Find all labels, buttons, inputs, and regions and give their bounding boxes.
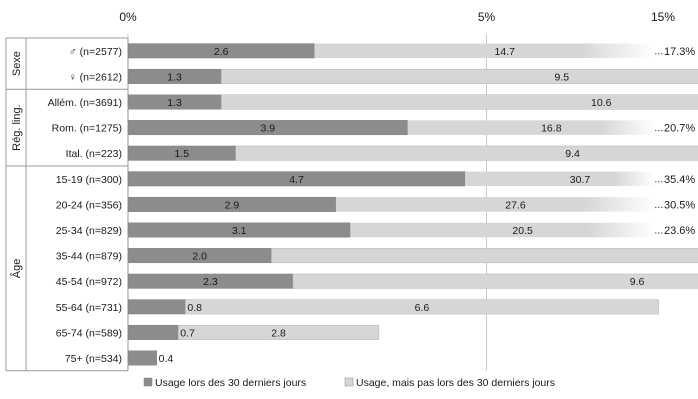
group-labels: Sexe Rég. ling. Âge xyxy=(10,51,23,278)
value-label-not-30-days: 30.7 xyxy=(570,174,591,186)
value-label-not-30-days: 14.7 xyxy=(494,46,515,58)
group-label: Âge xyxy=(10,259,23,279)
bar-segment-not-30-days xyxy=(335,197,655,212)
category-label: 15-19 (n=300) xyxy=(56,174,122,186)
category-labels: ♂ (n=2577) ♀ (n=2612) Allém. (n=3691) Rom. … xyxy=(48,46,122,365)
value-label-30-days: 0.4 xyxy=(159,353,174,365)
category-label: ♂ (n=2577) xyxy=(69,46,122,58)
bar-segment-not-30-days xyxy=(407,120,655,135)
bar-segment-30-days xyxy=(127,324,179,340)
value-label-30-days: 4.7 xyxy=(289,174,304,186)
bar-segment-not-30-days xyxy=(221,68,698,84)
value-labels: 14.7 2.6 17.3% 9.5 1.3 10.6 1.3 16.8 3.9 20.7% 9.4… xyxy=(159,46,696,365)
total-label: 20.7% xyxy=(664,123,695,135)
value-label-30-days: 1.5 xyxy=(174,148,189,160)
value-label-30-days: 3.1 xyxy=(232,225,247,237)
group-label: Sexe xyxy=(11,51,23,76)
value-label-not-30-days: 27.6 xyxy=(505,199,526,211)
bars xyxy=(127,43,698,366)
category-label: Ital. (n=223) xyxy=(66,148,122,160)
value-label-30-days: 2.0 xyxy=(192,251,207,263)
value-label-not-30-days: 9.6 xyxy=(630,276,645,288)
category-label: 45-54 (n=972) xyxy=(56,276,122,288)
bar-segment-not-30-days xyxy=(271,248,698,264)
group-label: Rég. ling. xyxy=(11,104,23,150)
bar-segment-not-30-days xyxy=(464,171,655,187)
value-label-not-30-days: 2.8 xyxy=(271,327,286,339)
x-axis-tick-labels: 0%5%10%15% xyxy=(119,10,675,24)
bar-segment-not-30-days xyxy=(235,145,698,161)
legend-label: Usage lors des 30 derniers jours xyxy=(155,377,306,389)
bar-segment-not-30-days xyxy=(177,324,380,340)
value-label-not-30-days: 16.8 xyxy=(541,123,562,135)
category-label: Allém. (n=3691) xyxy=(48,97,122,109)
total-label: 17.3% xyxy=(664,46,695,58)
category-label: 55-64 (n=731) xyxy=(56,302,122,314)
x-tick-label: 5% xyxy=(478,10,496,24)
value-label-30-days: 3.9 xyxy=(261,123,276,135)
value-label-30-days: 2.3 xyxy=(203,276,218,288)
category-label: 20-24 (n=356) xyxy=(56,199,122,211)
bar-segment-not-30-days xyxy=(350,222,655,238)
value-label-not-30-days: 9.4 xyxy=(565,148,580,160)
bar-segment-30-days xyxy=(127,43,315,59)
category-label: ♀ (n=2612) xyxy=(69,71,122,83)
legend-label: Usage, mais pas lors des 30 derniers jou… xyxy=(356,377,555,389)
category-label: Rom. (n=1275) xyxy=(52,123,122,135)
total-label: 23.6% xyxy=(664,225,695,237)
category-label: 25-34 (n=829) xyxy=(56,225,122,237)
bar-segment-not-30-days xyxy=(185,299,659,315)
total-label: 35.4% xyxy=(664,174,695,186)
x-tick-label: 0% xyxy=(119,10,137,24)
x-tick-label: 15% xyxy=(651,10,675,24)
value-label-not-30-days: 20.5 xyxy=(512,225,533,237)
value-label-30-days: 1.3 xyxy=(167,71,182,83)
legend: Usage lors des 30 derniers jours Usage, m… xyxy=(143,377,555,389)
category-label: 65-74 (n=589) xyxy=(56,327,122,339)
total-label: 30.5% xyxy=(664,199,695,211)
bar-segment-30-days xyxy=(127,299,186,315)
bar-segment-30-days xyxy=(127,350,157,366)
value-label-30-days: 2.9 xyxy=(225,199,240,211)
value-label-not-30-days: 6.6 xyxy=(415,302,430,314)
bar-segment-not-30-days xyxy=(314,43,655,59)
value-label-not-30-days: 9.5 xyxy=(554,71,569,83)
bar-segment-not-30-days xyxy=(292,273,698,289)
category-label: 35-44 (n=879) xyxy=(56,251,122,263)
legend-swatch xyxy=(344,377,354,387)
value-label-30-days: 0.7 xyxy=(180,327,195,339)
bar-segment-not-30-days xyxy=(221,94,698,110)
value-label-30-days: 0.8 xyxy=(187,302,202,314)
value-label-30-days: 2.6 xyxy=(214,46,229,58)
legend-swatch xyxy=(143,377,153,387)
value-label-not-30-days: 10.6 xyxy=(591,97,612,109)
value-label-30-days: 1.3 xyxy=(167,97,182,109)
category-label: 75+ (n=534) xyxy=(65,353,122,365)
